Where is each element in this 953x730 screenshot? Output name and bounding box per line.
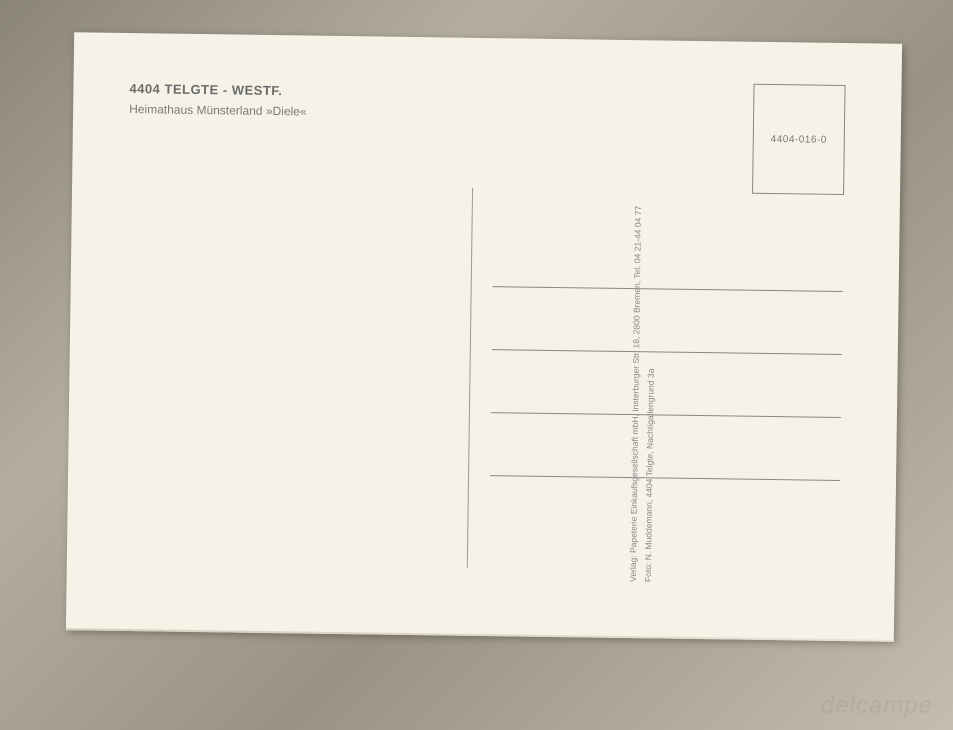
address-line-3 [491, 412, 841, 418]
address-line-2 [492, 349, 842, 355]
address-line-1 [493, 286, 843, 292]
postcard-surface: 4404 TELGTE - WESTF. Heimathaus Münsterl… [66, 32, 902, 642]
address-section [489, 286, 842, 543]
card-edge [66, 628, 894, 642]
watermark-text: delcampe [821, 692, 933, 720]
center-divider [467, 188, 473, 568]
stamp-code: 4404-016-0 [771, 133, 827, 145]
location-subtitle: Heimathaus Münsterland »Diele« [129, 100, 307, 120]
postcard: 4404 TELGTE - WESTF. Heimathaus Münsterl… [66, 32, 902, 642]
location-title: 4404 TELGTE - WESTF. [129, 79, 307, 101]
postcard-header: 4404 TELGTE - WESTF. Heimathaus Münsterl… [129, 79, 307, 120]
address-line-4 [490, 475, 840, 481]
stamp-box: 4404-016-0 [752, 84, 846, 195]
